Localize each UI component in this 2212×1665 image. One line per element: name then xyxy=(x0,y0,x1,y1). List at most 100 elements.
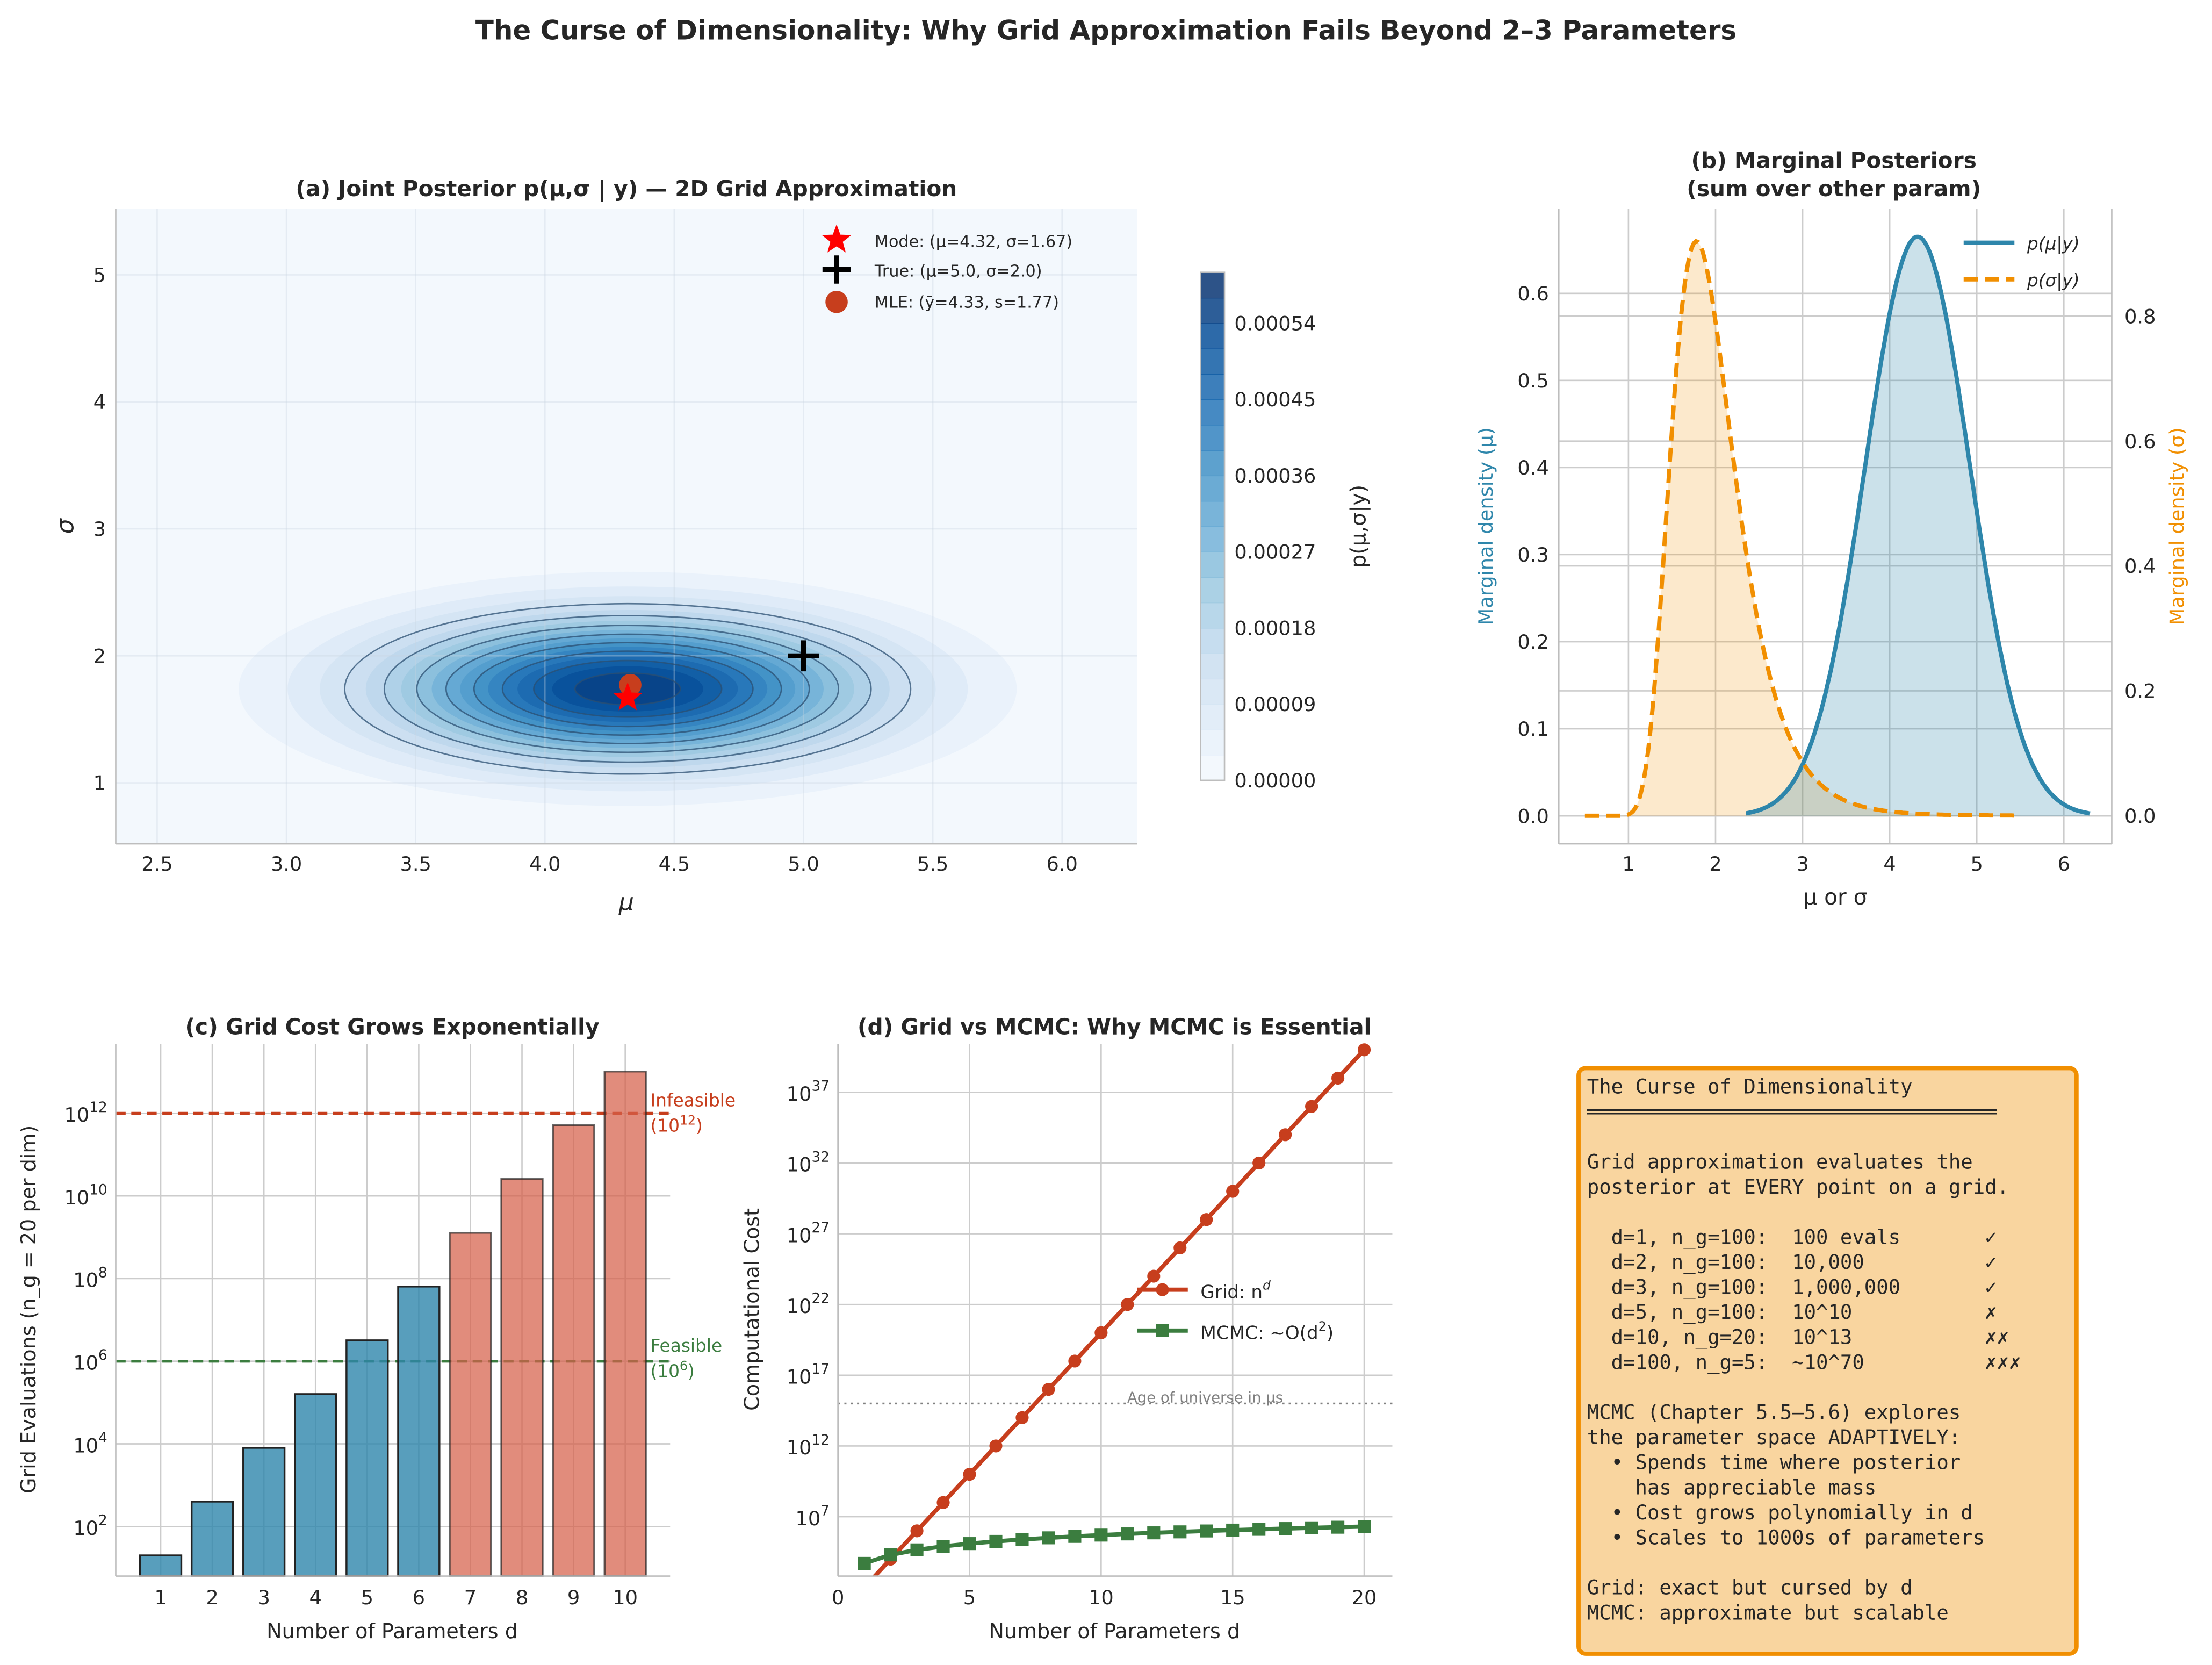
x-tick-label: 5 xyxy=(361,1586,373,1609)
bar-d4 xyxy=(294,1393,337,1577)
y-tick-label-left: 0.0 xyxy=(1517,805,1548,828)
colorbar-band xyxy=(1200,374,1225,400)
y-tick-label-left: 0.4 xyxy=(1517,456,1548,479)
y-tick-label: 108 xyxy=(73,1265,107,1291)
panel-b-ylabel-left: Marginal density (μ) xyxy=(1474,427,1497,625)
y-tick-label-right: 0.2 xyxy=(2124,680,2156,703)
x-tick-label: 7 xyxy=(464,1586,477,1609)
textbox-line: The Curse of Dimensionality xyxy=(1587,1075,1913,1099)
mcmc-cost-point xyxy=(1357,1520,1371,1533)
grid-cost-point xyxy=(1305,1100,1318,1113)
bar-d9 xyxy=(552,1124,595,1577)
contour-line xyxy=(574,672,681,706)
colorbar-band xyxy=(1200,475,1225,502)
y-tick-label: 1032 xyxy=(787,1149,830,1176)
y-tick-label: 1012 xyxy=(64,1100,107,1126)
grid-cost-point xyxy=(936,1496,950,1509)
x-tick-label: 3 xyxy=(257,1586,270,1609)
panel-d-ylabel: Computational Cost xyxy=(740,1208,764,1411)
colorbar-frame xyxy=(1200,271,1226,781)
y-tick-label-right: 0.4 xyxy=(2124,555,2156,578)
x-tick-label: 5.0 xyxy=(788,852,819,875)
grid-cost-point xyxy=(1357,1043,1371,1057)
x-tick-label: 4.0 xyxy=(529,852,560,875)
infeasible-sublabel: (1012) xyxy=(650,1113,702,1136)
mcmc-cost-point xyxy=(989,1534,1003,1548)
colorbar-label: p(μ,σ|y) xyxy=(1346,485,1371,568)
panel-b-title-line1: (b) Marginal Posteriors xyxy=(1691,147,1977,173)
curse-textbox: The Curse of Dimensionality═════════════… xyxy=(1576,1066,2079,1656)
panel-b-ylabel-right: Marginal density (σ) xyxy=(2165,427,2188,625)
x-tick-label: 5 xyxy=(963,1586,976,1609)
y-tick-label: 2 xyxy=(93,644,106,668)
textbox-line: • Spends time where posterior xyxy=(1587,1451,1961,1474)
true-plus-marker xyxy=(788,640,819,672)
legend-mle-label: MLE: (ȳ=4.33, s=1.77) xyxy=(875,293,1059,312)
y-tick-label-right: 0.8 xyxy=(2124,305,2156,328)
legend-sigma-label: p(σ|y) xyxy=(2027,270,2080,291)
textbox-line: d=3, n_g=100: 1,000,000 ✓ xyxy=(1587,1275,1997,1300)
legend-mu-label: p(μ|y) xyxy=(2027,234,2080,254)
mcmc-cost-point xyxy=(1042,1531,1055,1545)
legend-mcmc-label: MCMC: ~O(d2) xyxy=(1200,1319,1334,1344)
panel-b-title-line2: (sum over other param) xyxy=(1687,176,1981,202)
textbox-lines: The Curse of Dimensionality═════════════… xyxy=(1587,1075,2021,1625)
x-tick-label: 6 xyxy=(2058,852,2070,875)
colorbar-tick-label: 0.00027 xyxy=(1234,541,1316,564)
y-tick-label: 104 xyxy=(73,1430,107,1457)
colorbar-band xyxy=(1200,678,1225,705)
legend-true-label: True: (μ=5.0, σ=2.0) xyxy=(874,262,1042,281)
grid-cost-point xyxy=(1226,1185,1240,1198)
colorbar-band xyxy=(1200,729,1225,756)
grid-cost-point xyxy=(989,1439,1003,1453)
colorbar-band xyxy=(1200,526,1225,552)
mcmc-cost-point xyxy=(1147,1526,1161,1540)
x-tick-label: 8 xyxy=(516,1586,528,1609)
legend-grid-marker-icon xyxy=(1156,1283,1169,1296)
contour-line xyxy=(501,650,754,728)
grid-cost-point xyxy=(963,1467,976,1481)
y-tick-label: 102 xyxy=(73,1513,107,1540)
mode-star-marker xyxy=(613,682,643,711)
textbox-line: has appreciable mass xyxy=(1587,1475,1876,1499)
x-tick-label: 3 xyxy=(1796,852,1808,875)
x-tick-label: 20 xyxy=(1352,1586,1377,1609)
sigma-marginal-line xyxy=(1584,239,2021,818)
colorbar-tick-label: 0.00009 xyxy=(1234,693,1316,716)
textbox-line: MCMC: approximate but scalable xyxy=(1587,1601,1949,1624)
x-tick-label: 15 xyxy=(1220,1586,1245,1609)
grid-cost-point xyxy=(1200,1213,1213,1226)
grid-cost-point xyxy=(1042,1383,1055,1396)
mcmc-cost-point xyxy=(1094,1528,1108,1542)
textbox-frame xyxy=(1576,1066,2079,1656)
mcmc-cost-point xyxy=(1068,1530,1082,1543)
mcmc-cost-point xyxy=(936,1540,950,1553)
grid-cost-point xyxy=(1094,1326,1108,1339)
textbox-line: Grid approximation evaluates the xyxy=(1587,1150,1973,1174)
age-of-universe-label: Age of universe in μs xyxy=(1127,1389,1283,1406)
bar-d1 xyxy=(139,1554,183,1577)
x-tick-label: 1 xyxy=(154,1586,167,1609)
colorbar-band xyxy=(1200,348,1225,375)
panel-a-ylabel: σ xyxy=(52,518,80,534)
colorbar-band xyxy=(1200,450,1225,477)
x-tick-label: 3.0 xyxy=(271,852,302,875)
x-tick-label: 3.5 xyxy=(400,852,431,875)
panel-a-joint-posterior: 2.5 3.0 3.5 4.0 4.5 5.0 5.5 6.0 1 2 3 4 5 0.00000 0.00… xyxy=(52,176,1371,916)
colorbar-tick-label: 0.00036 xyxy=(1234,464,1316,487)
grid-cost-point xyxy=(1331,1071,1345,1085)
y-tick-label: 5 xyxy=(93,264,106,287)
mcmc-cost-point xyxy=(1331,1520,1345,1534)
mcmc-cost-point xyxy=(884,1548,897,1562)
mcmc-cost-point xyxy=(858,1556,871,1570)
colorbar-band xyxy=(1200,602,1225,629)
legend-grid-label: Grid: nd xyxy=(1200,1278,1271,1303)
legend-star-icon xyxy=(822,224,852,253)
textbox-line: d=5, n_g=100: 10^10 ✗ xyxy=(1587,1300,1997,1324)
legend-circle-icon xyxy=(825,291,848,313)
colorbar-band xyxy=(1200,653,1225,680)
textbox-line: • Scales to 1000s of parameters xyxy=(1587,1526,1985,1549)
x-tick-label: 4 xyxy=(1883,852,1896,875)
textbox-line: d=2, n_g=100: 10,000 ✓ xyxy=(1587,1250,1997,1274)
y-tick-label-left: 0.6 xyxy=(1517,282,1548,305)
